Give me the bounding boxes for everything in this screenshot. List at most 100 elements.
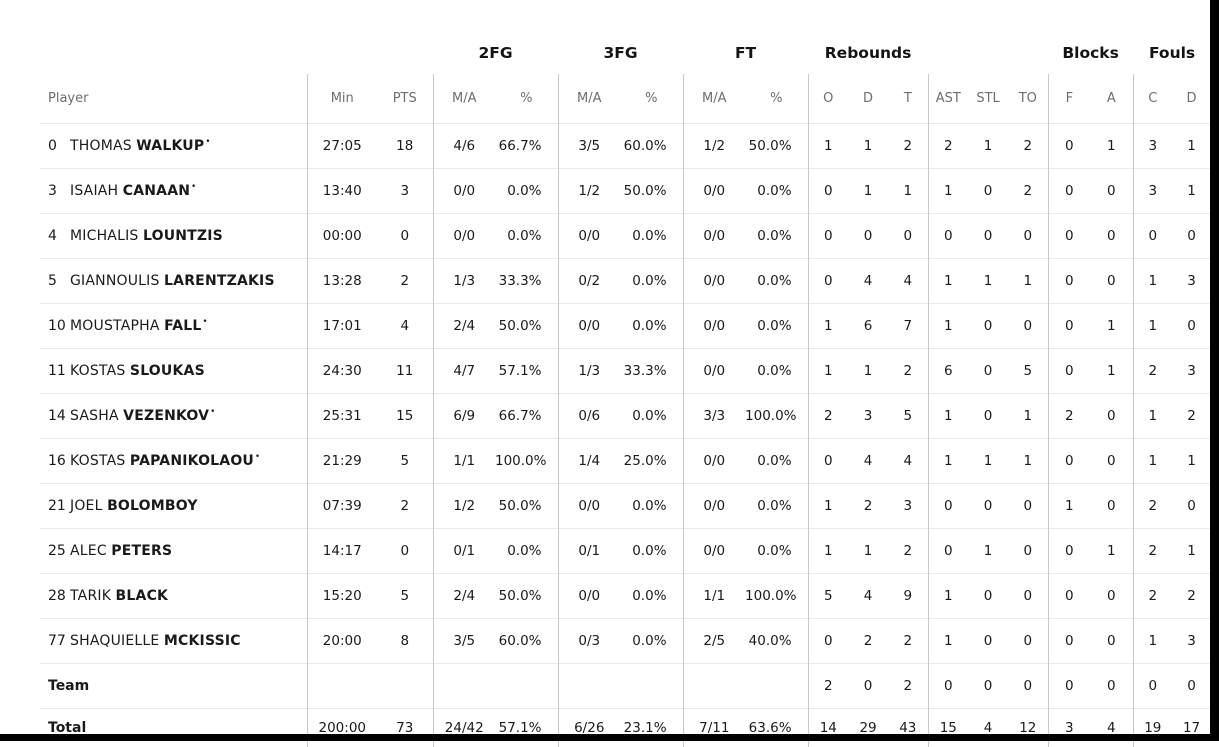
cell-fg2_ma: 1/1 — [432, 438, 495, 484]
cell-ft_ma: 1/2 — [682, 123, 746, 169]
cell-blk_a: 0 — [1107, 228, 1116, 244]
cell-fg2_pct — [495, 664, 558, 709]
cell-ft_ma: 0/0 — [682, 483, 746, 529]
starter-mark: • — [205, 137, 211, 147]
cell-to: 0 — [1023, 678, 1033, 694]
player-first-name: MOUSTAPHA — [70, 318, 160, 334]
player-cell: 4 MICHALIS LOUNTZIS — [40, 214, 307, 259]
cell-min: 13:28 — [306, 258, 377, 304]
player-first-name: SHAQUIELLE — [70, 633, 160, 649]
starter-mark: • — [255, 452, 261, 462]
cell-ft_ma: 0/0 — [682, 213, 746, 259]
cell-fg3_pct: 0.0% — [632, 273, 667, 289]
cell-min: 17:01 — [306, 303, 377, 349]
cell-ast: 1 — [927, 393, 969, 439]
cell-foul_d: 1 — [1187, 453, 1196, 469]
cell-ft_pct: 0.0% — [757, 453, 792, 469]
column-header-reb-t: T — [903, 91, 912, 106]
cell-pts: 5 — [400, 588, 410, 604]
column-header-foul-c: C — [1132, 74, 1173, 124]
cell-fg3_ma: 3/5 — [557, 123, 621, 169]
cell-foul_c: 2 — [1132, 528, 1173, 574]
cell-blk_f: 0 — [1047, 348, 1091, 394]
player-first-name: ISAIAH — [70, 183, 119, 199]
cell-fg2_pct: 0.0% — [507, 183, 542, 199]
cell-blk_a: 0 — [1107, 183, 1116, 199]
cell-ft_ma: 0/0 — [682, 168, 746, 214]
cell-ast: 6 — [927, 348, 969, 394]
cell-fg3_ma: 0/0 — [557, 573, 621, 619]
cell-fg2_ma: 6/9 — [432, 393, 495, 439]
cell-fg2_ma — [432, 663, 495, 709]
cell-fg3_ma: 1/4 — [557, 438, 621, 484]
cell-fg3_pct: 25.0% — [623, 453, 667, 469]
cell-fg2_ma: 0/1 — [432, 528, 495, 574]
cell-foul_c: 2 — [1132, 483, 1173, 529]
cell-to: 5 — [1023, 363, 1033, 379]
group-header-ft: FT — [734, 44, 757, 62]
cell-reb_t: 2 — [903, 138, 913, 154]
cell-blk_a: 1 — [1107, 138, 1116, 154]
cell-reb_t: 4 — [903, 273, 913, 289]
cell-fg3_ma: 0/3 — [557, 618, 621, 664]
cell-ft_ma: 2/5 — [682, 618, 746, 664]
cell-reb_t: 3 — [903, 498, 913, 514]
player-row: 3 ISAIAH CANAAN• 13:40 3 0/0 0.0% 1/2 50.0% 0/0 0… — [40, 168, 1212, 214]
cell-fg2_pct: 50.0% — [498, 498, 542, 514]
cell-ft_pct: 100.0% — [745, 588, 797, 604]
cell-fg3_ma: 0/0 — [557, 213, 621, 259]
cell-to: 2 — [1023, 183, 1033, 199]
player-last-name: CANAAN — [122, 183, 191, 199]
cell-reb_o: 5 — [807, 573, 849, 619]
cell-foul_d: 1 — [1187, 543, 1196, 559]
cell-blk_f: 0 — [1047, 303, 1091, 349]
cell-ft_ma: 3/3 — [682, 393, 746, 439]
cell-reb_d: 1 — [863, 363, 873, 379]
right-edge-bar — [1210, 0, 1219, 741]
cell-ft_ma: 0/0 — [682, 303, 746, 349]
column-header-3fg-ma: M/A — [557, 74, 621, 124]
cell-blk_f: 0 — [1047, 618, 1091, 664]
cell-foul_d: 3 — [1187, 363, 1196, 379]
cell-foul_d: 1 — [1187, 183, 1196, 199]
player-number: 21 — [48, 498, 66, 514]
cell-reb_o: 1 — [807, 303, 849, 349]
cell-pts: 0 — [400, 543, 410, 559]
player-number: 0 — [48, 138, 57, 154]
cell-min: 25:31 — [306, 393, 377, 439]
cell-stl: 0 — [983, 228, 993, 244]
player-cell: 10 MOUSTAPHA FALL• — [40, 304, 307, 349]
player-first-name: JOEL — [70, 498, 103, 514]
cell-ft_ma: 1/1 — [682, 573, 746, 619]
cell-ft_pct: 40.0% — [748, 633, 792, 649]
cell-reb_o: 0 — [807, 618, 849, 664]
bottom-edge-bar — [0, 734, 1219, 741]
cell-pts: 2 — [400, 273, 410, 289]
row-label-cell: Total — [48, 719, 87, 736]
column-header-to: TO — [1018, 91, 1037, 106]
player-row: 0 THOMAS WALKUP• 27:05 18 4/6 66.7% 3/5 60.0% 1/… — [40, 123, 1212, 169]
cell-blk_a: 0 — [1107, 453, 1116, 469]
cell-foul_c: 3 — [1132, 168, 1173, 214]
cell-foul_d: 0 — [1187, 318, 1196, 334]
cell-to: 1 — [1023, 453, 1033, 469]
cell-foul_d: 3 — [1187, 273, 1196, 289]
cell-fg2_ma: 2/4 — [432, 573, 495, 619]
group-header-2fg: 2FG — [478, 44, 513, 62]
cell-reb_o: 1 — [807, 123, 849, 169]
player-number: 77 — [48, 633, 66, 649]
group-header-3fg: 3FG — [603, 44, 638, 62]
player-last-name: PAPANIKOLAOU — [129, 453, 254, 469]
cell-blk_a: 0 — [1107, 633, 1116, 649]
cell-reb_d: 4 — [863, 273, 873, 289]
cell-fg3_pct: 60.0% — [623, 138, 667, 154]
column-header-ast: AST — [927, 74, 969, 124]
cell-ast: 0 — [927, 663, 969, 709]
player-row: 25 ALEC PETERS 14:17 0 0/1 0.0% 0/1 0.0% 0/0 0.0%… — [40, 528, 1212, 574]
column-header-3fg-pct: % — [645, 91, 658, 106]
cell-ast: 1 — [927, 303, 969, 349]
player-last-name: WALKUP — [136, 138, 205, 154]
cell-min: 15:20 — [306, 573, 377, 619]
group-header-fouls: Fouls — [1148, 44, 1196, 62]
cell-reb_d: 29 — [859, 719, 877, 736]
